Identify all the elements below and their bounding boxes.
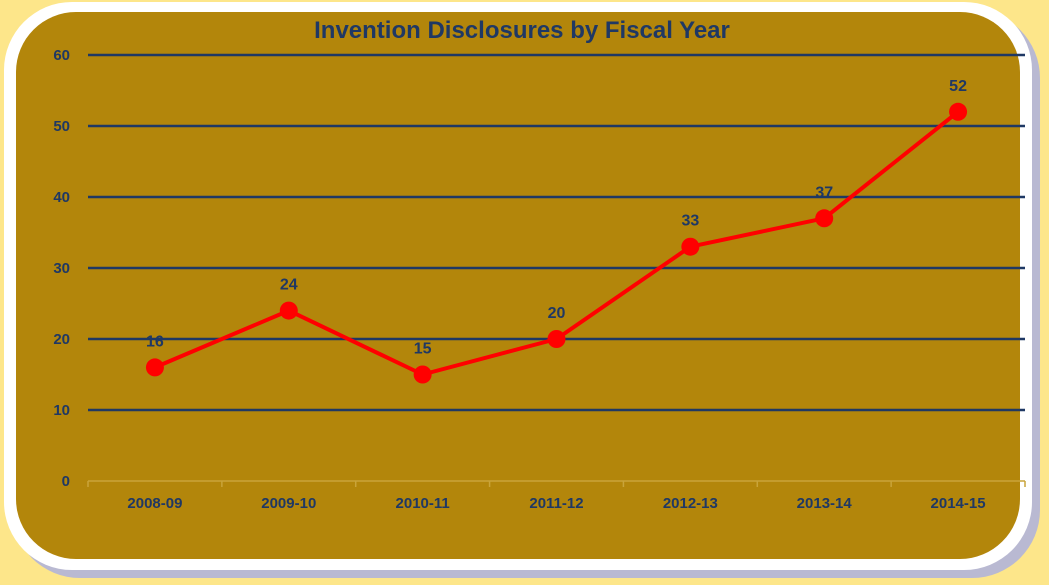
data-label: 15 (414, 341, 432, 358)
series (145, 102, 968, 384)
y-tick-label: 20 (53, 331, 70, 348)
x-tick-label: 2009-10 (261, 495, 316, 512)
y-tick-label: 40 (53, 189, 70, 206)
gridlines (88, 53, 1025, 412)
x-tick-label: 2012-13 (663, 495, 718, 512)
y-tick-label: 0 (62, 473, 70, 490)
data-labels: 16 24 15 20 33 37 52 (146, 78, 967, 358)
data-label: 33 (681, 213, 699, 230)
data-point (815, 209, 834, 228)
data-label: 52 (949, 78, 967, 95)
y-axis: 0 10 20 30 40 50 60 (53, 47, 70, 490)
x-tick-label: 2008-09 (127, 495, 182, 512)
y-tick-label: 10 (53, 402, 70, 419)
plot-panel (16, 12, 1020, 559)
y-tick-label: 30 (53, 260, 70, 277)
x-tick-label: 2011-12 (529, 495, 583, 512)
data-label: 37 (815, 184, 833, 201)
x-tick-label: 2010-11 (396, 495, 450, 512)
data-label: 24 (280, 277, 298, 294)
chart-title: Invention Disclosures by Fiscal Year (314, 17, 730, 44)
data-point (547, 330, 566, 348)
y-tick-label: 50 (53, 118, 70, 135)
data-point (279, 301, 298, 320)
x-axis: 2008-09 2009-10 2010-11 2011-12 2012-13 2013-… (87, 480, 1026, 512)
x-tick-label: 2014-15 (931, 495, 986, 512)
data-point (145, 358, 164, 377)
data-point (413, 365, 432, 384)
data-point (949, 102, 968, 121)
data-label: 16 (146, 333, 164, 350)
x-tick-label: 2013-14 (797, 495, 853, 512)
data-label: 20 (548, 305, 566, 322)
y-tick-label: 60 (53, 47, 70, 64)
data-point (681, 237, 700, 256)
